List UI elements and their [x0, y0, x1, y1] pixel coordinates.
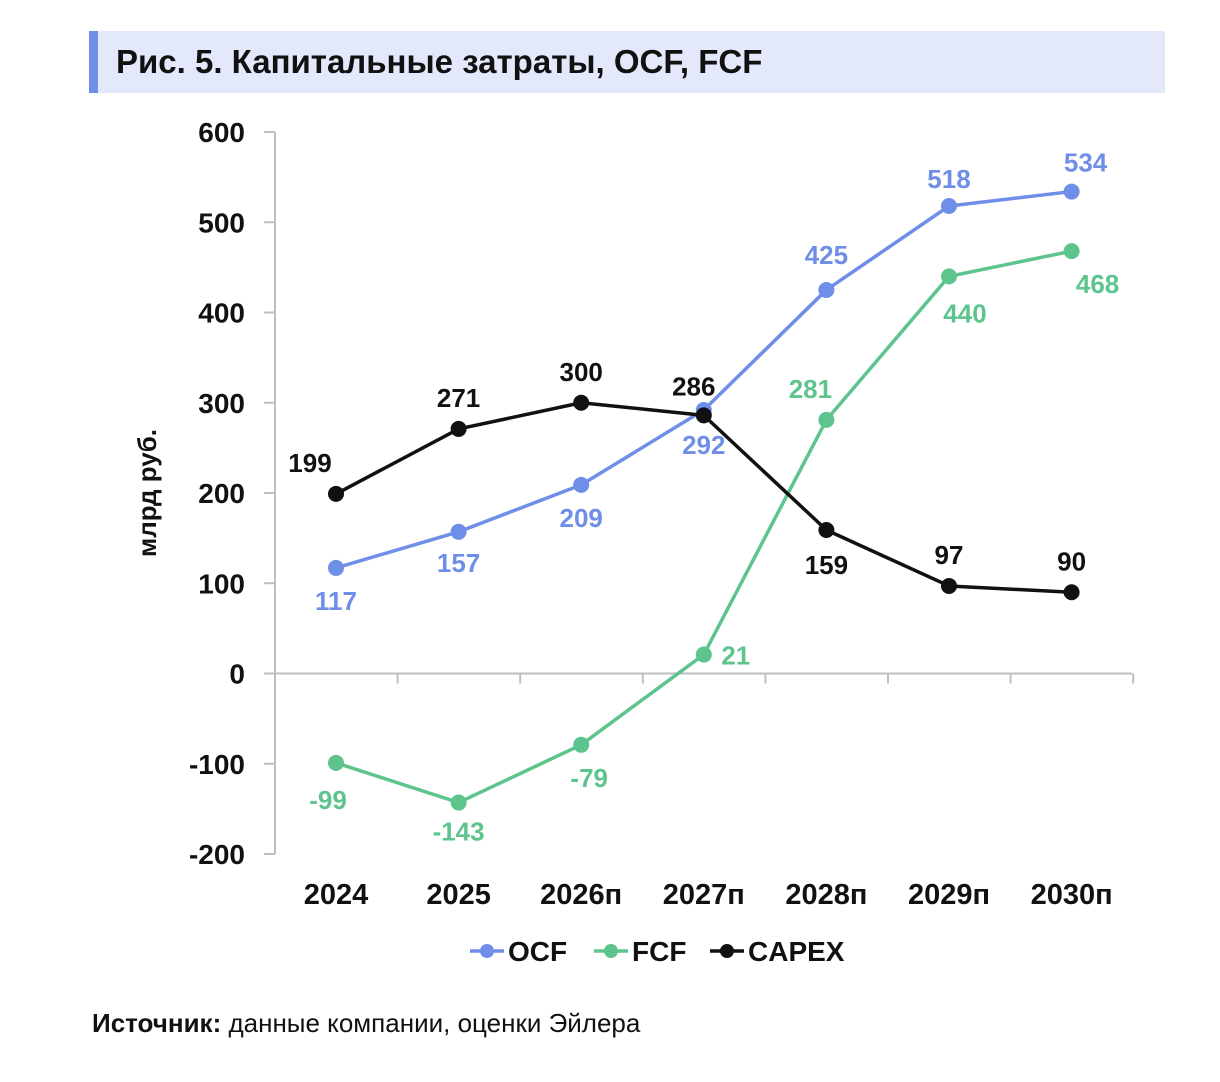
data-point-fcf — [573, 736, 590, 753]
y-tick-label: 0 — [229, 659, 245, 690]
data-point-capex — [328, 485, 344, 502]
x-tick-label: 2028п — [785, 879, 867, 911]
data-label-fcf: 440 — [943, 298, 986, 328]
data-label-fcf: -99 — [309, 785, 347, 815]
data-label-fcf: 468 — [1076, 269, 1119, 299]
y-tick-label: -200 — [189, 839, 245, 870]
legend-label-ocf: OCF — [508, 936, 567, 967]
y-tick-label: 300 — [198, 388, 245, 419]
source-text: данные компании, оценки Эйлера — [221, 1008, 641, 1038]
data-label-ocf: 209 — [560, 503, 603, 533]
title-bar: Рис. 5. Капитальные затраты, OCF, FCF — [89, 31, 1165, 93]
data-label-capex: 199 — [288, 448, 331, 478]
legend-marker-fcf — [604, 944, 618, 958]
data-point-capex — [818, 522, 835, 539]
data-point-fcf — [450, 794, 467, 811]
legend-marker-capex — [720, 944, 734, 958]
data-point-capex — [573, 394, 590, 411]
data-point-fcf — [328, 754, 344, 771]
data-label-ocf: 534 — [1064, 148, 1108, 178]
data-label-fcf: 21 — [721, 641, 750, 671]
chart-title: Рис. 5. Капитальные затраты, OCF, FCF — [116, 43, 763, 80]
x-tick-label: 2024 — [304, 879, 369, 911]
data-label-ocf: 518 — [927, 164, 970, 194]
data-point-ocf — [573, 476, 590, 493]
data-label-fcf: -79 — [570, 763, 608, 793]
y-tick-label: -100 — [189, 749, 245, 780]
data-point-capex — [450, 420, 467, 437]
data-point-capex — [695, 407, 712, 424]
y-tick-label: 400 — [198, 298, 245, 329]
y-tick-label: 200 — [198, 478, 245, 509]
data-point-fcf — [941, 268, 957, 285]
data-point-ocf — [328, 559, 344, 576]
data-point-ocf — [941, 198, 957, 215]
data-label-capex: 271 — [437, 383, 480, 413]
data-label-capex: 97 — [935, 540, 964, 570]
source-label: Источник: — [92, 1008, 222, 1038]
data-label-fcf: 281 — [789, 374, 832, 404]
data-label-ocf: 292 — [682, 430, 725, 460]
data-label-ocf: 157 — [437, 548, 480, 578]
data-label-fcf: -143 — [433, 817, 485, 847]
data-label-ocf: 425 — [805, 240, 848, 270]
x-tick-label: 2025 — [426, 879, 491, 911]
data-label-ocf: 117 — [315, 586, 357, 616]
legend-label-fcf: FCF — [632, 936, 686, 967]
data-point-ocf — [1063, 183, 1080, 200]
data-point-capex — [941, 577, 957, 594]
legend-label-capex: CAPEX — [748, 936, 845, 967]
data-point-fcf — [1063, 243, 1080, 260]
x-tick-label: 2030п — [1031, 879, 1113, 911]
legend-marker-ocf — [480, 944, 494, 958]
data-point-ocf — [450, 523, 467, 540]
x-tick-label: 2027п — [663, 879, 745, 911]
x-tick-label: 2029п — [908, 879, 990, 911]
y-axis-title: млрд руб. — [132, 429, 162, 557]
data-label-capex: 286 — [672, 371, 715, 401]
data-label-capex: 300 — [560, 357, 603, 387]
data-point-ocf — [818, 281, 835, 298]
data-label-capex: 159 — [805, 550, 848, 580]
line-chart: 600 500 400 300 200 100 0 -100 -200 2024 2025 2026п… — [132, 117, 1135, 967]
data-point-fcf — [818, 411, 835, 428]
series-line-fcf — [335, 249, 1072, 805]
x-tick-label: 2026п — [540, 879, 622, 911]
y-tick-label: 600 — [198, 117, 245, 148]
data-label-capex: 90 — [1057, 546, 1086, 576]
y-tick-label: 100 — [198, 568, 245, 599]
data-point-capex — [1063, 584, 1080, 601]
y-tick-label: 500 — [198, 207, 245, 238]
data-point-fcf — [695, 646, 712, 663]
source-note: Источник: данные компании, оценки Эйлера — [92, 1008, 640, 1039]
